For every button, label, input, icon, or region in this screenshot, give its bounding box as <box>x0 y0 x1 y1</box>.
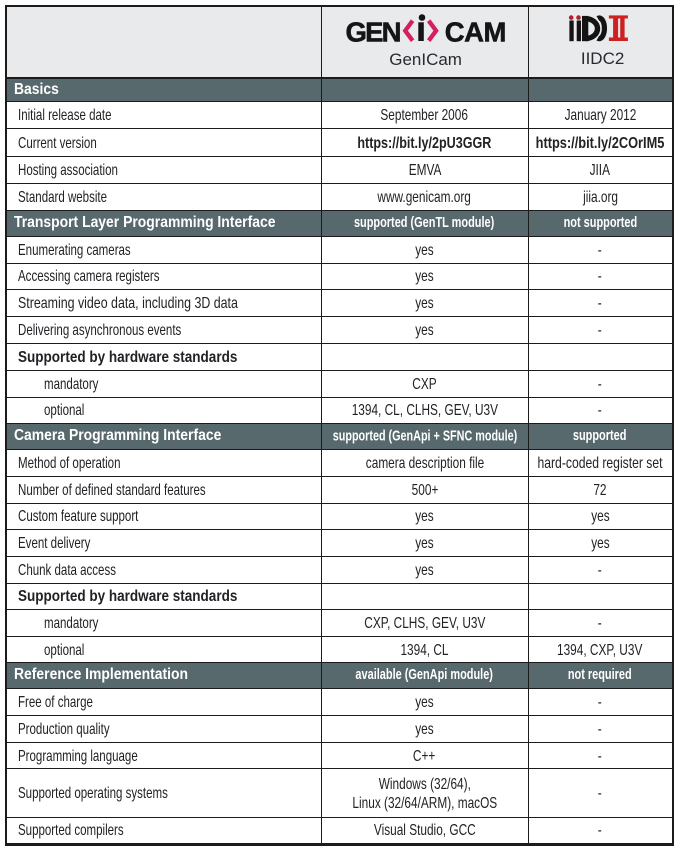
svg-text:GEN: GEN <box>345 17 399 48</box>
svg-text:CAM: CAM <box>445 17 506 48</box>
